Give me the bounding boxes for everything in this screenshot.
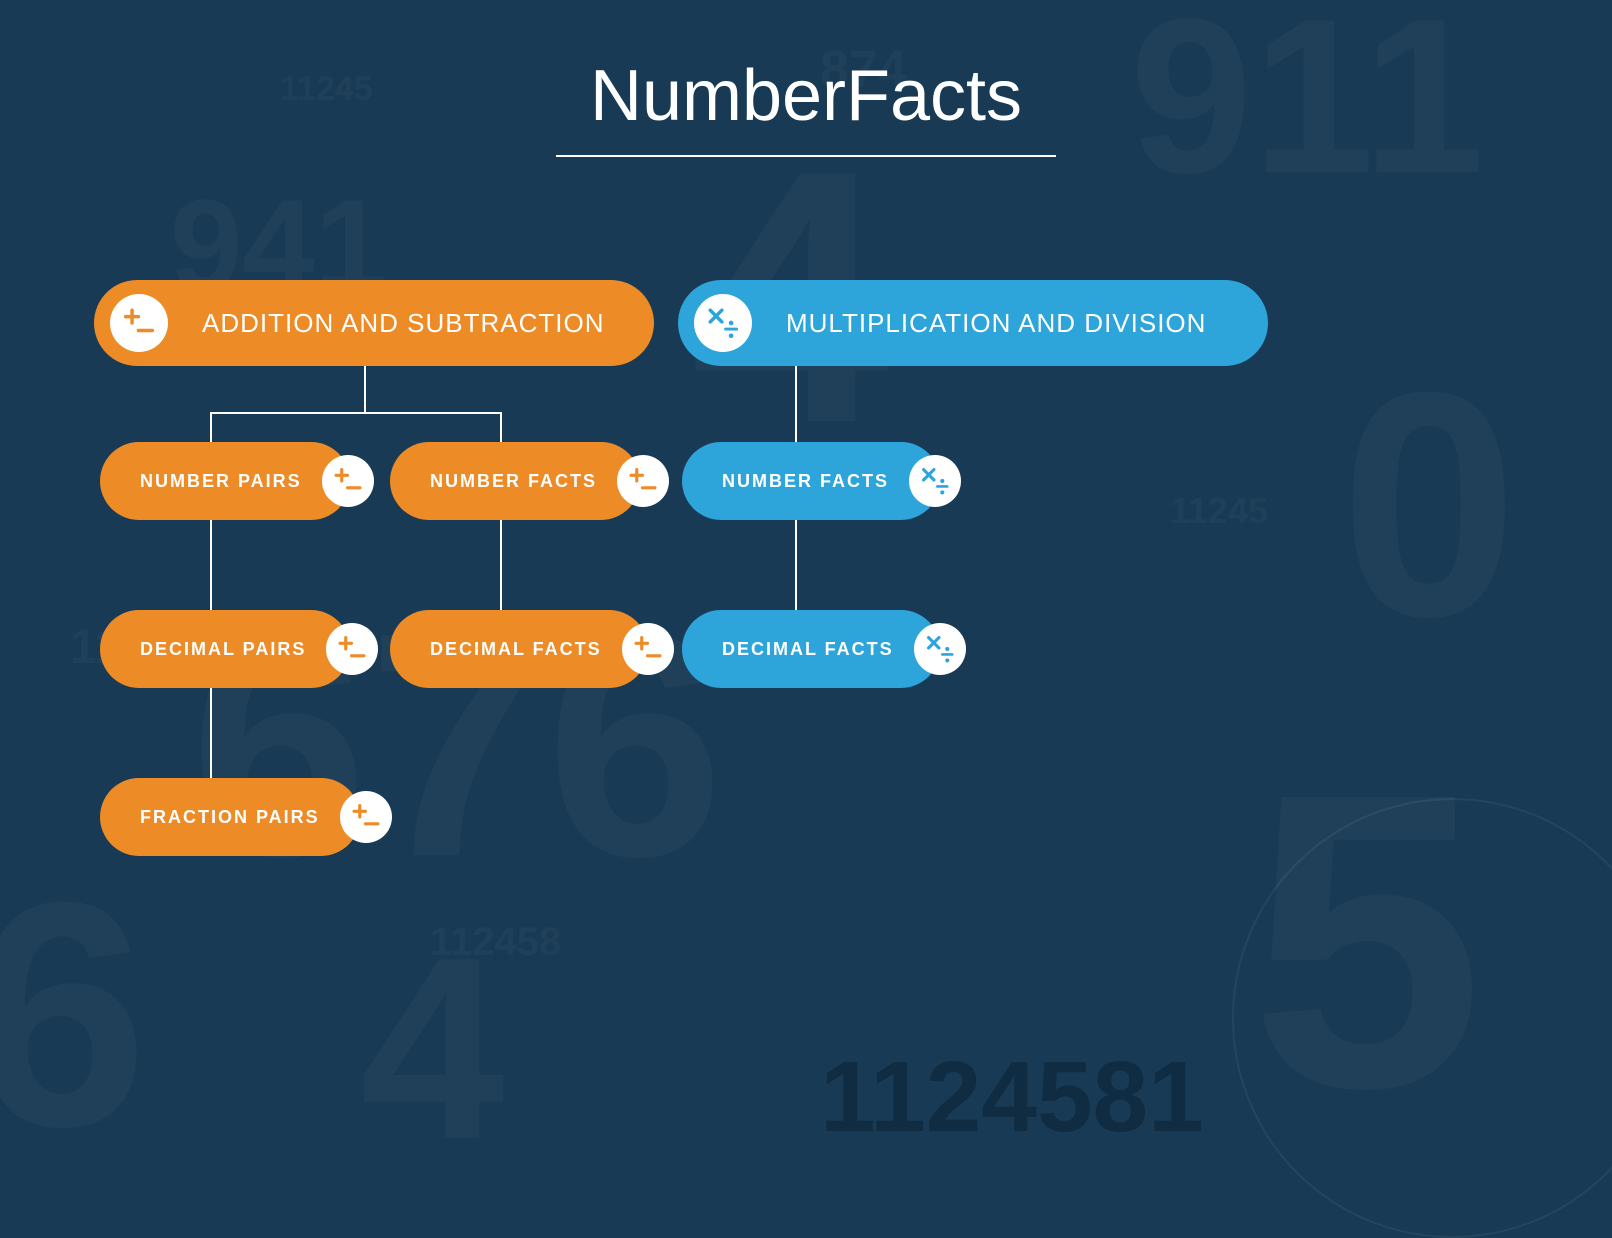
node-number-facts[interactable]: NUMBER FACTS [390, 442, 640, 520]
node-decimal-facts[interactable]: DECIMAL FACTS [682, 610, 940, 688]
decor-number: 112458 [430, 920, 561, 965]
decor-number: 6 [0, 830, 148, 1178]
decor-number: 5 [1250, 700, 1484, 1178]
background-decor-layer: 91111245874941401124511245676564112458 [0, 0, 1612, 1178]
foreground-number: 1124581 [820, 1040, 1204, 1155]
page-title: NumberFacts [590, 55, 1022, 137]
connector-line [795, 520, 797, 610]
corner-curve-decor [1232, 798, 1612, 1238]
node-label: DECIMAL FACTS [430, 639, 602, 660]
category-addsub[interactable]: ADDITION AND SUBTRACTION [94, 280, 654, 366]
node-decimal-pairs[interactable]: DECIMAL PAIRS [100, 610, 350, 688]
category-muldiv[interactable]: MULTIPLICATION AND DIVISION [678, 280, 1268, 366]
times-divide-icon [914, 623, 966, 675]
node-label: NUMBER FACTS [722, 471, 889, 492]
times-divide-icon [694, 294, 752, 352]
decor-number: 0 [1340, 320, 1518, 688]
node-label: FRACTION PAIRS [140, 807, 320, 828]
connector-line [210, 412, 502, 414]
decor-number: 4 [360, 900, 505, 1178]
node-label: DECIMAL PAIRS [140, 639, 306, 660]
connector-line [500, 520, 502, 610]
connector-line [500, 412, 502, 442]
node-label: NUMBER PAIRS [140, 471, 302, 492]
node-label: NUMBER FACTS [430, 471, 597, 492]
node-number-facts[interactable]: NUMBER FACTS [682, 442, 940, 520]
connector-line [210, 688, 212, 778]
plus-minus-icon [340, 791, 392, 843]
node-decimal-facts[interactable]: DECIMAL FACTS [390, 610, 648, 688]
connector-line [210, 412, 212, 442]
title-underline [556, 155, 1056, 157]
decor-number: 11245 [1170, 490, 1268, 532]
category-label: MULTIPLICATION AND DIVISION [786, 308, 1206, 339]
plus-minus-icon [322, 455, 374, 507]
times-divide-icon [909, 455, 961, 507]
connector-line [210, 520, 212, 610]
canvas: 91111245874941401124511245676564112458 N… [0, 0, 1612, 1178]
plus-minus-icon [617, 455, 669, 507]
node-fraction-pairs[interactable]: FRACTION PAIRS [100, 778, 360, 856]
connector-line [364, 366, 366, 412]
decor-number: 911 [1130, 0, 1485, 223]
category-label: ADDITION AND SUBTRACTION [202, 308, 604, 339]
node-number-pairs[interactable]: NUMBER PAIRS [100, 442, 350, 520]
connector-line [795, 366, 797, 442]
plus-minus-icon [326, 623, 378, 675]
node-label: DECIMAL FACTS [722, 639, 894, 660]
decor-number: 11245 [280, 70, 373, 109]
plus-minus-icon [622, 623, 674, 675]
plus-minus-icon [110, 294, 168, 352]
